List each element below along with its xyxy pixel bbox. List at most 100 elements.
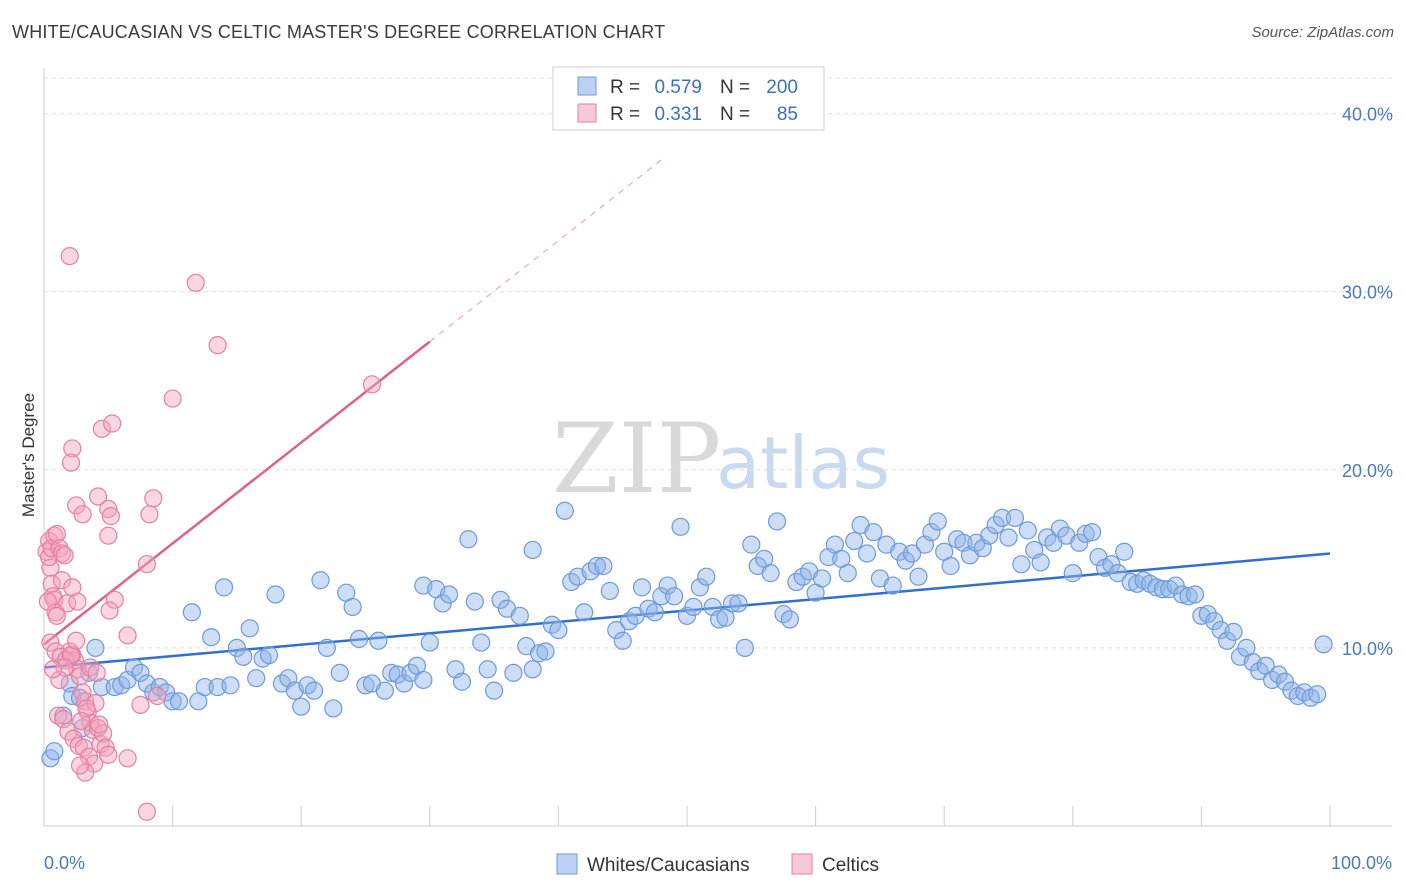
data-point — [1179, 587, 1198, 606]
legend-r-value-1: 0.331 — [654, 104, 702, 125]
data-point — [632, 578, 652, 597]
data-point — [896, 551, 915, 570]
data-point — [992, 508, 1012, 527]
data-point — [56, 651, 75, 670]
data-point — [645, 603, 664, 622]
data-point — [613, 631, 632, 650]
y-tick-label-0: 10.0% — [1342, 639, 1393, 659]
data-point — [607, 620, 626, 640]
data-point — [864, 523, 883, 542]
data-point — [99, 745, 118, 764]
data-point — [52, 571, 72, 590]
legend-swatch-1 — [577, 103, 597, 123]
data-point — [1082, 523, 1102, 542]
data-point — [182, 603, 201, 622]
data-point — [652, 587, 671, 606]
watermark-zip: ZIP — [552, 403, 721, 515]
data-point — [343, 597, 362, 617]
y-tick-label-2: 30.0% — [1342, 283, 1393, 303]
data-point — [575, 603, 594, 622]
data-point — [530, 644, 549, 663]
data-point — [105, 590, 124, 609]
data-point — [38, 592, 57, 611]
data-point — [101, 507, 120, 526]
trend-line-0 — [43, 552, 1331, 669]
data-point — [131, 663, 150, 682]
data-point — [52, 544, 72, 563]
data-point — [1205, 612, 1224, 631]
legend-series-swatch-1 — [791, 853, 813, 875]
data-point — [472, 633, 491, 652]
legend-n-value-1: 85 — [777, 104, 798, 125]
data-point — [74, 738, 93, 757]
data-point — [349, 629, 369, 649]
data-point — [208, 336, 227, 355]
data-point — [292, 697, 311, 716]
data-point — [684, 597, 703, 617]
data-point — [70, 756, 90, 775]
data-point — [73, 505, 92, 524]
data-point — [671, 517, 690, 536]
data-point — [510, 606, 529, 625]
data-point — [148, 686, 167, 706]
data-point — [234, 647, 253, 666]
data-point — [883, 576, 902, 595]
data-point — [742, 535, 761, 554]
data-point — [266, 585, 285, 604]
source-label: Source: ZipAtlas.com — [1251, 24, 1394, 41]
data-point — [902, 544, 922, 563]
data-point — [697, 567, 716, 586]
data-point — [459, 530, 478, 549]
data-point — [767, 512, 787, 531]
data-point — [317, 638, 337, 658]
legend-series: Whites/Caucasians Celtics — [556, 853, 879, 876]
data-point — [722, 594, 742, 613]
data-point — [549, 620, 568, 640]
data-point — [163, 389, 182, 408]
data-point — [1031, 553, 1050, 572]
data-point — [259, 645, 279, 665]
data-point — [452, 672, 472, 691]
data-point — [304, 681, 324, 700]
data-point — [1070, 533, 1089, 552]
data-point — [202, 628, 221, 647]
data-point — [420, 633, 439, 652]
data-point — [137, 802, 156, 821]
data-point — [99, 499, 118, 519]
data-point — [1173, 585, 1192, 604]
data-point — [47, 606, 66, 625]
data-point — [67, 496, 86, 515]
data-point — [478, 660, 497, 679]
data-point — [47, 524, 66, 544]
data-point — [137, 555, 156, 574]
data-point — [1005, 508, 1025, 527]
data-point — [941, 556, 960, 576]
data-point — [356, 676, 375, 695]
y-tick-label-1: 20.0% — [1342, 461, 1393, 481]
data-point — [221, 676, 240, 695]
data-point — [1218, 631, 1237, 650]
data-point — [1269, 665, 1288, 684]
y-tick-label-3: 40.0% — [1342, 105, 1393, 125]
legend-swatch-0 — [577, 76, 597, 96]
data-point — [169, 692, 189, 711]
legend-series-swatch-0 — [556, 853, 578, 875]
data-point — [1050, 519, 1070, 538]
legend-r-value-0: 0.579 — [654, 77, 702, 98]
data-point — [555, 501, 574, 520]
data-point — [999, 528, 1018, 547]
data-point — [677, 606, 697, 625]
axes — [43, 68, 1392, 827]
data-point — [157, 683, 176, 702]
data-point — [41, 633, 60, 652]
data-point — [587, 556, 607, 576]
chart-title: WHITE/CAUCASIAN VS CELTIC MASTER'S DEGRE… — [12, 22, 666, 42]
data-point — [92, 419, 111, 438]
data-point — [928, 512, 947, 531]
data-point — [375, 681, 394, 700]
data-point — [1063, 564, 1082, 583]
data-point — [922, 523, 941, 542]
data-point — [523, 540, 542, 560]
data-point — [735, 638, 754, 658]
data-point — [63, 578, 82, 597]
